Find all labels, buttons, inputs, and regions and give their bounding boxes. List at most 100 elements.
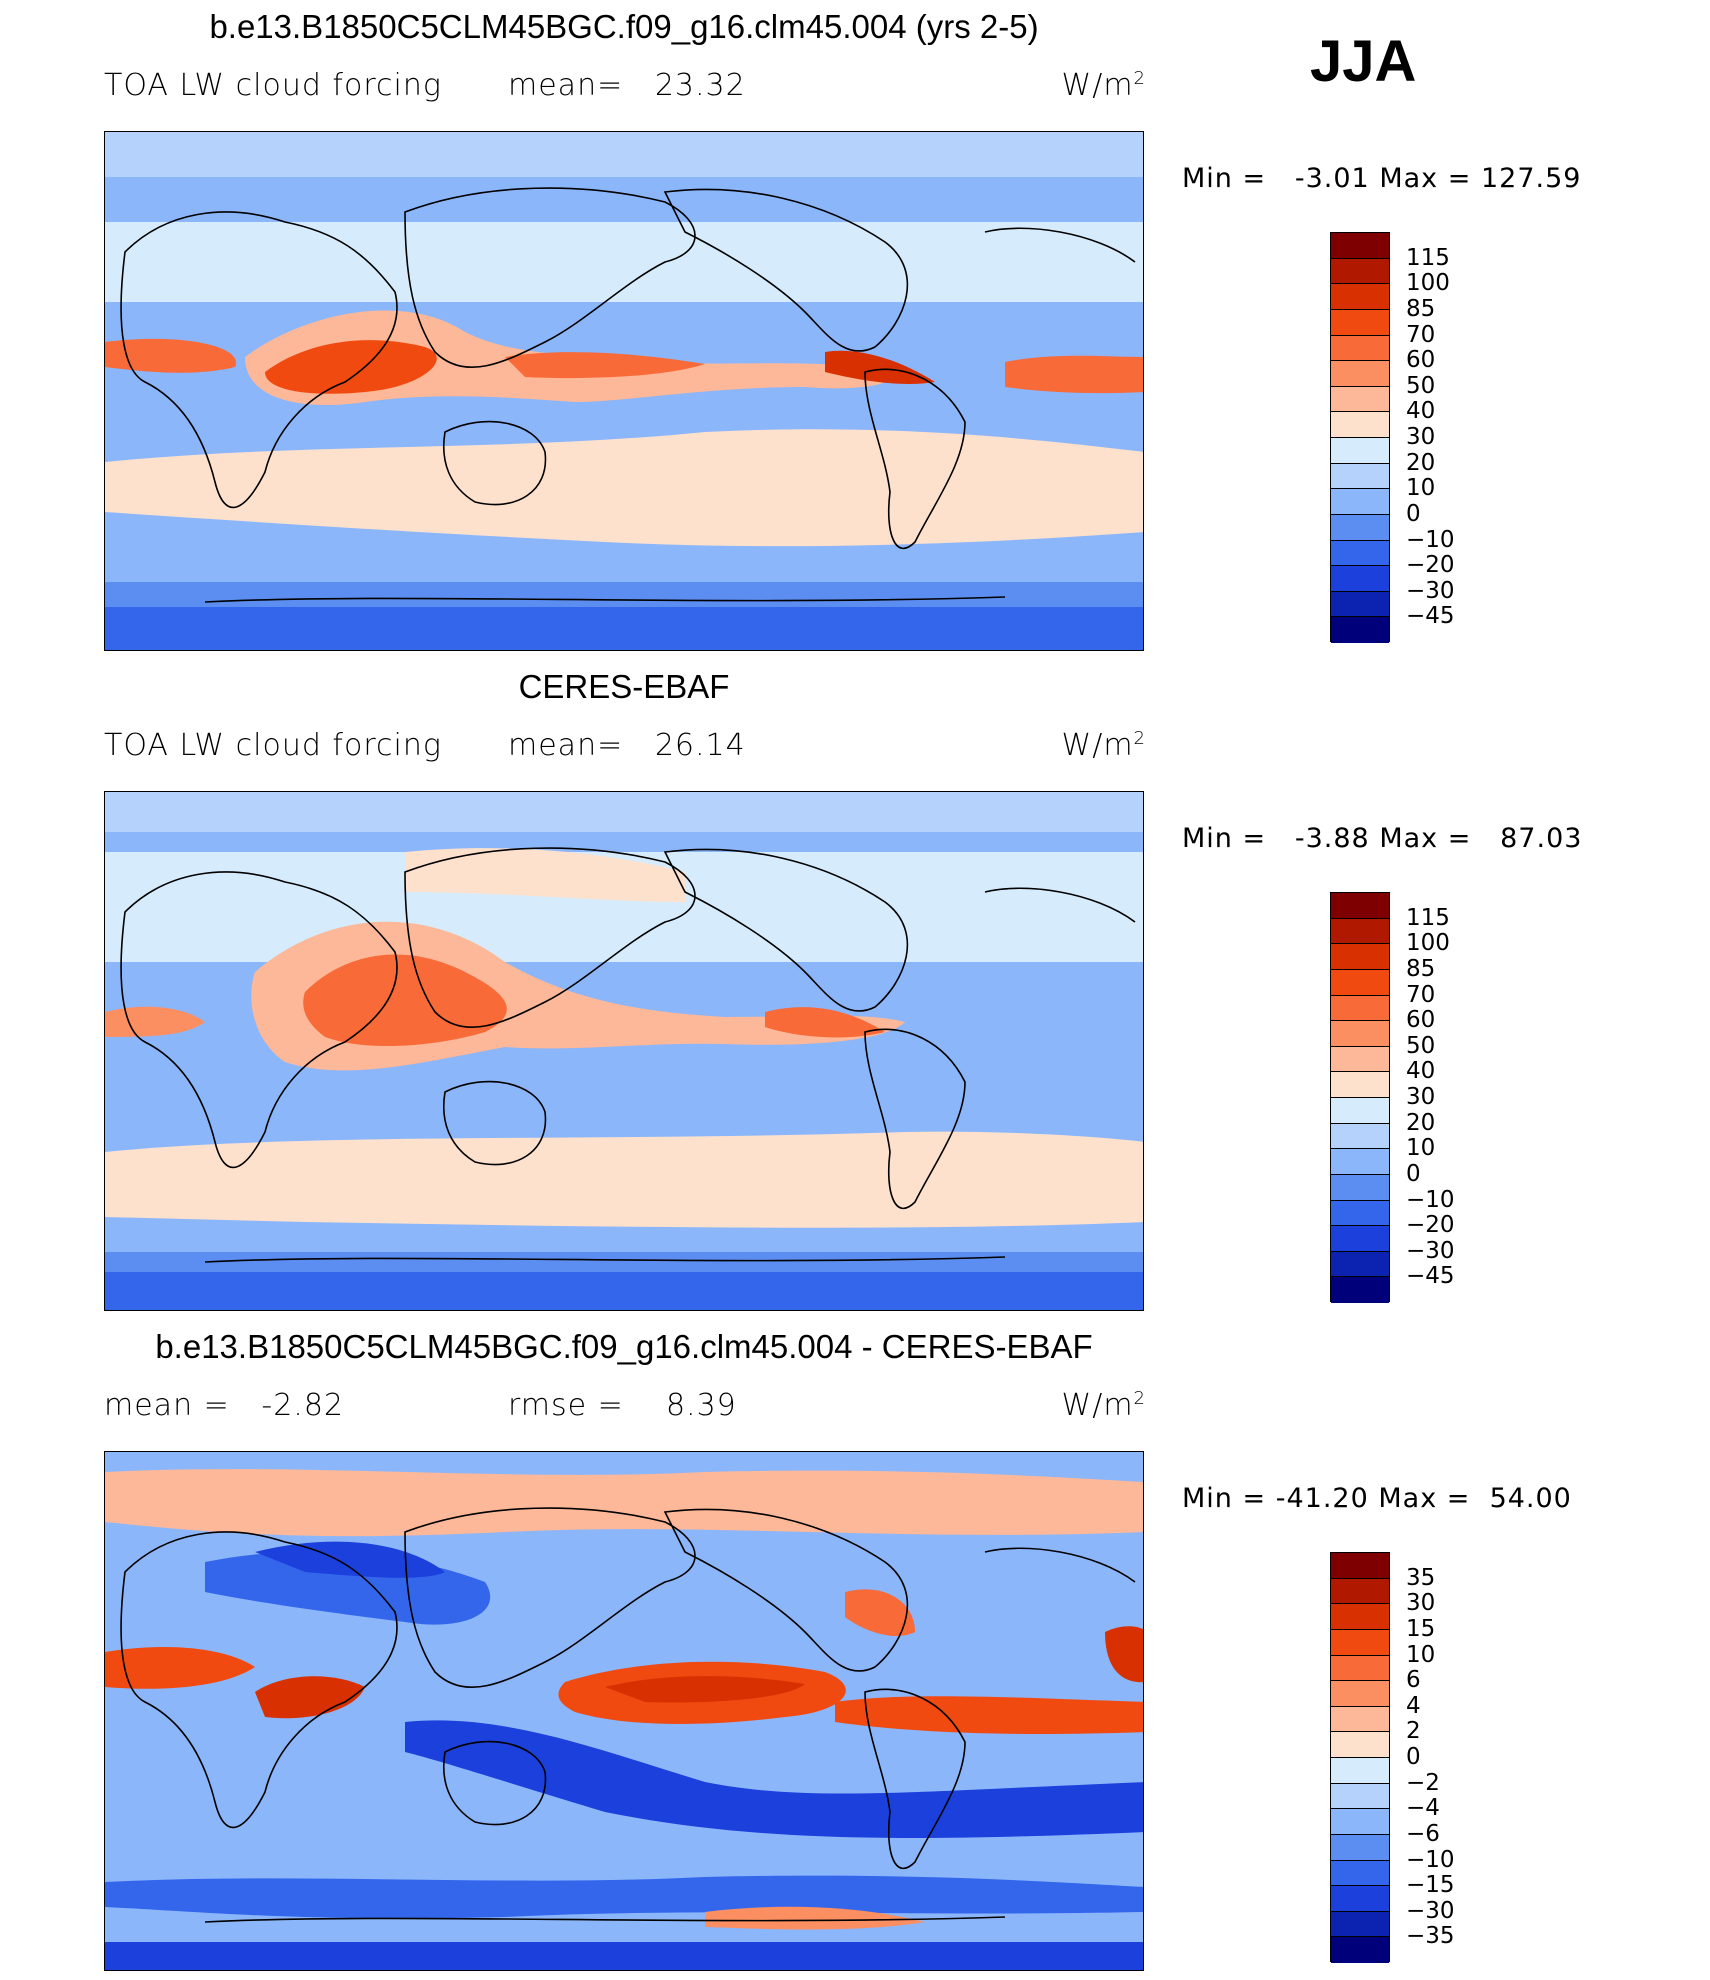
colorbar-swatch bbox=[1331, 1226, 1389, 1252]
colorbar-swatch bbox=[1331, 1098, 1389, 1124]
colorbar-swatch bbox=[1331, 233, 1389, 259]
colorbar-swatch bbox=[1331, 258, 1389, 285]
colorbar-swatch bbox=[1331, 489, 1389, 515]
colorbar-swatch bbox=[1331, 1732, 1389, 1758]
colorbar-swatch bbox=[1331, 1758, 1389, 1784]
colorbar-swatch bbox=[1331, 1860, 1389, 1887]
mean-value: 26.14 bbox=[654, 728, 746, 763]
colorbar-label: −35 bbox=[1406, 1923, 1455, 1950]
colorbar-label: −30 bbox=[1406, 1897, 1455, 1924]
colorbar-label: −45 bbox=[1406, 1263, 1455, 1290]
colorbar-label: 70 bbox=[1406, 981, 1436, 1008]
unit-label: W/m2 bbox=[1061, 728, 1146, 763]
mean-label: mean= bbox=[508, 728, 624, 763]
colorbar-label: 20 bbox=[1406, 449, 1436, 476]
unit-label: W/m2 bbox=[1061, 68, 1146, 103]
colorbar-swatch bbox=[1331, 1578, 1389, 1605]
colorbar-label: 85 bbox=[1406, 955, 1436, 982]
colorbar-swatch bbox=[1331, 335, 1389, 362]
colorbar-swatch bbox=[1331, 617, 1389, 643]
colorbar-swatch bbox=[1331, 1911, 1389, 1938]
colorbar-swatch bbox=[1331, 540, 1389, 567]
colorbar-swatch bbox=[1331, 566, 1389, 592]
min-max-readout: Min = -3.88 Max = 87.03 bbox=[1182, 823, 1583, 854]
colorbar-label: 35 bbox=[1406, 1564, 1436, 1591]
colorbar-label: 2 bbox=[1406, 1718, 1421, 1745]
colorbar-label: 70 bbox=[1406, 321, 1436, 348]
contour-map bbox=[105, 1452, 1143, 1970]
rmse-stat: rmse = 8.39 bbox=[508, 1388, 737, 1423]
panel-observation: CERES-EBAF TOA LW cloud forcing mean= 26… bbox=[0, 660, 1710, 1320]
colorbar-label: 0 bbox=[1406, 1160, 1421, 1187]
colorbar-swatch bbox=[1331, 1251, 1389, 1278]
colorbar-swatch bbox=[1331, 1021, 1389, 1047]
colorbar-label: −6 bbox=[1406, 1820, 1440, 1847]
min-max-readout: Min = -41.20 Max = 54.00 bbox=[1182, 1483, 1572, 1514]
colorbar-label: 85 bbox=[1406, 295, 1436, 322]
colorbar-label: 20 bbox=[1406, 1109, 1436, 1136]
colorbar-swatch bbox=[1331, 969, 1389, 996]
colorbar-swatch bbox=[1331, 1123, 1389, 1150]
min-value: -3.88 bbox=[1294, 823, 1370, 854]
colorbar-label: 100 bbox=[1406, 930, 1450, 957]
model-map bbox=[104, 131, 1144, 651]
colorbar-swatch bbox=[1331, 893, 1389, 919]
panel-model: b.e13.B1850C5CLM45BGC.f09_g16.clm45.004 … bbox=[0, 0, 1710, 660]
colorbar-label: 0 bbox=[1406, 1744, 1421, 1770]
colorbar-label: −10 bbox=[1406, 1846, 1455, 1873]
colorbar-label: −30 bbox=[1406, 1237, 1455, 1264]
colorbar-swatch bbox=[1331, 386, 1389, 413]
max-value: 127.59 bbox=[1480, 163, 1582, 194]
mean-value: -2.82 bbox=[261, 1388, 344, 1423]
colorbar-swatch bbox=[1331, 412, 1389, 438]
colorbar-label: −20 bbox=[1406, 552, 1455, 579]
panel-title: b.e13.B1850C5CLM45BGC.f09_g16.clm45.004 … bbox=[209, 8, 1039, 45]
colorbar-swatch bbox=[1331, 1937, 1389, 1963]
colorbar-swatch bbox=[1331, 514, 1389, 541]
colorbar-swatch bbox=[1331, 1629, 1389, 1656]
colorbar-label: −45 bbox=[1406, 603, 1455, 630]
colorbar-label: −20 bbox=[1406, 1212, 1455, 1239]
colorbar-swatch bbox=[1331, 1046, 1389, 1073]
colorbar-swatch bbox=[1331, 1277, 1389, 1303]
colorbar-label: 10 bbox=[1406, 475, 1436, 502]
max-value: 87.03 bbox=[1500, 823, 1583, 854]
colorbar bbox=[1330, 892, 1390, 1303]
colorbar-label: 10 bbox=[1406, 1641, 1436, 1668]
colorbar-label: 50 bbox=[1406, 372, 1436, 399]
colorbar-label: 115 bbox=[1406, 244, 1450, 271]
rmse-value: 8.39 bbox=[665, 1388, 737, 1423]
colorbar-swatch bbox=[1331, 438, 1389, 464]
colorbar-label: 60 bbox=[1406, 347, 1436, 374]
mean-stat: mean = -2.82 bbox=[104, 1388, 344, 1423]
colorbar bbox=[1330, 232, 1390, 643]
colorbar-label: 60 bbox=[1406, 1007, 1436, 1034]
mean-stat: mean= 23.32 bbox=[508, 68, 746, 103]
colorbar-swatch bbox=[1331, 918, 1389, 945]
panel-title: b.e13.B1850C5CLM45BGC.f09_g16.clm45.004 … bbox=[155, 1328, 1093, 1365]
colorbar-swatch bbox=[1331, 591, 1389, 618]
colorbar-label: −10 bbox=[1406, 526, 1455, 553]
colorbar-swatch bbox=[1331, 1681, 1389, 1707]
colorbar-swatch bbox=[1331, 1655, 1389, 1682]
colorbar-swatch bbox=[1331, 1072, 1389, 1098]
mean-label: mean = bbox=[104, 1388, 230, 1423]
season-label: JJA bbox=[1310, 29, 1417, 94]
mean-stat: mean= 26.14 bbox=[508, 728, 746, 763]
difference-map bbox=[104, 1451, 1144, 1971]
colorbar-swatch bbox=[1331, 1809, 1389, 1835]
min-max-readout: Min = -3.01 Max = 127.59 bbox=[1182, 163, 1582, 194]
colorbar-label: 40 bbox=[1406, 398, 1436, 425]
colorbar-label: 10 bbox=[1406, 1135, 1436, 1162]
colorbar-label: 6 bbox=[1406, 1667, 1421, 1694]
colorbar-label: 30 bbox=[1406, 1590, 1436, 1617]
colorbar-swatch bbox=[1331, 1149, 1389, 1175]
colorbar-label: 0 bbox=[1406, 500, 1421, 527]
panel-difference: b.e13.B1850C5CLM45BGC.f09_g16.clm45.004 … bbox=[0, 1320, 1710, 1980]
unit-label: W/m2 bbox=[1061, 1388, 1146, 1423]
colorbar-label: −30 bbox=[1406, 577, 1455, 604]
colorbar-label: −2 bbox=[1406, 1769, 1440, 1796]
colorbar-swatch bbox=[1331, 1200, 1389, 1227]
colorbar-label: −4 bbox=[1406, 1795, 1440, 1822]
colorbar-label: 40 bbox=[1406, 1058, 1436, 1085]
